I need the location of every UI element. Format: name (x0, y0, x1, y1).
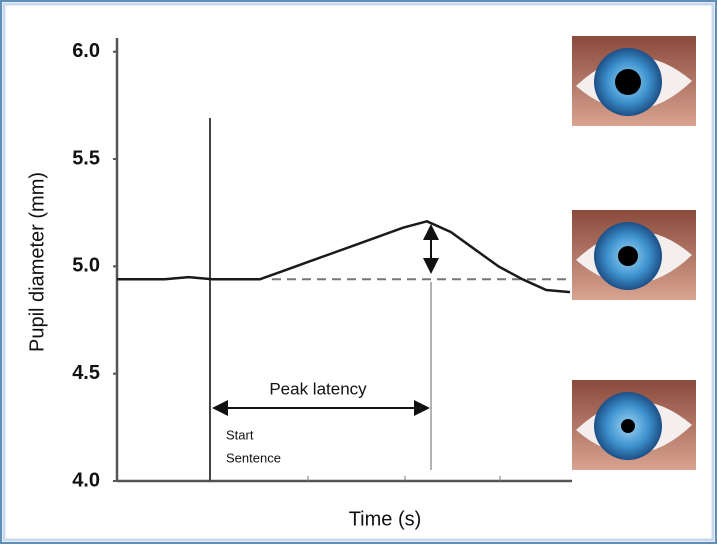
y-tick-label: 4.0 (72, 469, 100, 491)
eye-medium-pupil (572, 210, 696, 300)
y-tick-label: 6.0 (72, 40, 100, 62)
eye-large-pupil (572, 36, 696, 126)
x-axis-label: Time (s) (349, 508, 422, 530)
y-axis-label: Pupil diameter (mm) (26, 172, 48, 352)
eye-small-pupil (572, 380, 696, 470)
y-tick-label: 5.0 (72, 255, 100, 277)
annotation: Sentence (226, 450, 281, 465)
annotation: Start (226, 427, 254, 442)
y-tick-label: 5.5 (72, 147, 100, 169)
annotation: Peak latency (269, 379, 367, 398)
pupil-trace (117, 220, 571, 294)
y-tick-label: 4.5 (72, 362, 100, 384)
